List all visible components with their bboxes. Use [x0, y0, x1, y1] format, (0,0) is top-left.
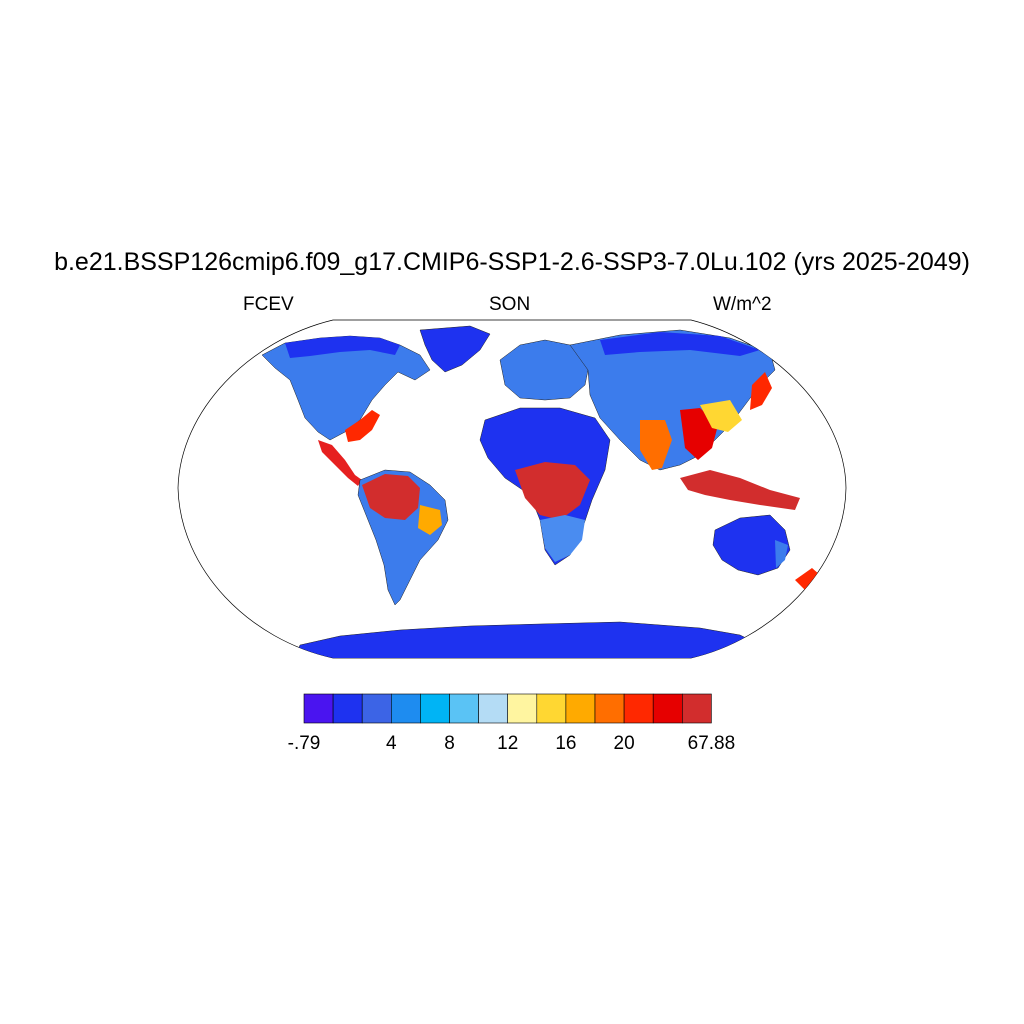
colorbar-label: 67.88 — [688, 733, 736, 754]
colorbar-box — [361, 693, 392, 724]
us-east-coast — [345, 410, 380, 442]
colorbar-label: 20 — [614, 733, 635, 754]
colorbar-label: 4 — [386, 733, 397, 754]
asia — [569, 329, 776, 471]
colorbar-box — [565, 693, 596, 724]
greenland — [419, 325, 491, 373]
southern-africa — [540, 515, 585, 562]
colorbar-box — [303, 693, 334, 724]
brazil-coast — [418, 505, 442, 535]
amazon-basin — [362, 474, 420, 520]
colorbar-label: -.79 — [288, 733, 321, 754]
antarctica — [289, 621, 761, 658]
new-zealand — [795, 568, 820, 590]
units-label: W/m^2 — [713, 294, 772, 315]
colorbar-box — [449, 693, 479, 724]
central-africa — [515, 462, 590, 520]
colorbar-box — [594, 693, 625, 724]
europe — [499, 339, 591, 401]
australia — [712, 514, 791, 576]
colorbar-label: 16 — [555, 733, 576, 754]
siberia — [600, 332, 760, 356]
colorbar-box — [507, 693, 538, 724]
north-america — [261, 335, 431, 441]
colorbar-box — [420, 693, 450, 724]
colorbar-box — [652, 693, 683, 724]
colorbar-box — [332, 693, 363, 724]
plot-title: b.e21.BSSP126cmip6.f09_g17.CMIP6-SSP1-2.… — [54, 248, 970, 276]
japan — [750, 372, 772, 410]
colorbar-box — [681, 693, 712, 724]
variable-label: FCEV — [243, 294, 294, 315]
colorbar-box — [623, 693, 654, 724]
central-america — [318, 440, 362, 486]
australia-east-coast — [775, 540, 788, 568]
canada-north — [285, 336, 400, 358]
colorbar-label: 8 — [444, 733, 455, 754]
colorbar-box — [390, 693, 421, 724]
season-label: SON — [489, 294, 531, 315]
south-asia — [640, 420, 672, 470]
colorbar-label: 12 — [497, 733, 518, 754]
china-east — [700, 400, 742, 432]
colorbar-box — [536, 693, 567, 724]
indonesia — [680, 470, 800, 510]
colorbar-box — [478, 693, 509, 724]
